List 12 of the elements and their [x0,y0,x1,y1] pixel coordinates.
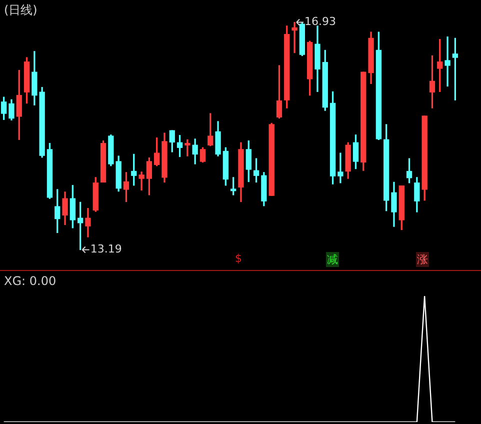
annotation: 16.93 [304,15,336,28]
text: 减 [326,252,339,267]
text: 涨 [416,252,429,267]
candlestick [292,22,298,54]
candlestick [138,172,144,190]
candlestick [338,152,344,184]
candlestick [184,139,190,156]
chart-title: XG: 0.00 [4,274,56,288]
annotation: 13.19 [90,242,122,256]
text: $ [234,252,243,265]
candlestick [444,36,450,87]
chart-title: (日线) [4,2,38,19]
